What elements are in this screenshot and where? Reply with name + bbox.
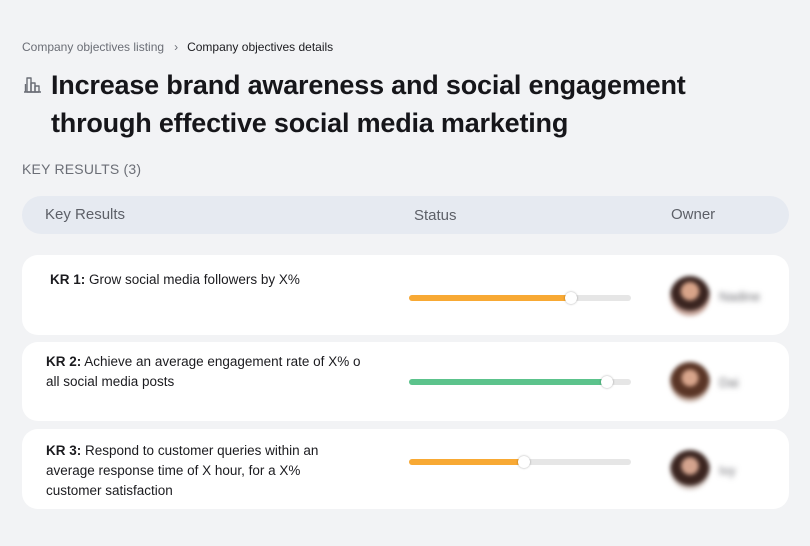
column-header-key-results: Key Results [45,206,126,223]
page-title: Increase brand awareness and social enga… [51,70,686,138]
owner-name: Ivy [719,463,736,478]
status-progress-bar [409,376,631,388]
key-result-label: KR 3: [46,443,82,458]
breadcrumb-link-objectives-listing[interactable]: Company objectives listing [22,40,165,54]
table-header: Key Results Status Owner [22,196,789,234]
progress-fill [409,379,607,385]
key-results-heading: KEY RESULTS (3) [22,161,142,177]
progress-fill [409,459,525,465]
progress-handle[interactable] [518,456,531,468]
owner-avatar [670,362,710,402]
owner-avatar [670,276,710,316]
key-result-description: KR 2: Achieve an average engagement rate… [46,352,376,392]
key-result-text: Achieve an average engagement rate of X%… [46,354,361,389]
column-header-owner: Owner [671,206,716,223]
key-result-row[interactable]: KR 2: Achieve an average engagement rate… [22,342,789,421]
key-result-row[interactable]: KR 3: Respond to customer queries within… [22,429,789,509]
key-result-text: Grow social media followers by X% [85,272,300,287]
key-result-row[interactable]: KR 1: Grow social media followers by X% … [22,255,789,335]
owner-avatar [670,450,710,490]
owner-name: Nadine [719,289,761,304]
key-result-description: KR 1: Grow social media followers by X% [50,270,380,290]
breadcrumb: Company objectives listing › Company obj… [22,40,333,54]
building-icon [24,77,41,93]
key-result-label: KR 2: [46,354,82,369]
status-progress-bar [409,292,631,304]
progress-fill [409,295,572,301]
key-result-description: KR 3: Respond to customer queries within… [46,441,346,501]
progress-handle[interactable] [600,376,613,388]
owner-name: Dai [719,375,739,390]
column-header-status: Status [414,207,457,224]
key-result-label: KR 1: [50,272,86,287]
key-result-text: Respond to customer queries within an av… [46,443,319,498]
status-progress-bar [409,456,631,468]
progress-handle[interactable] [565,292,578,304]
chevron-right-icon: › [174,40,179,54]
breadcrumb-current-page: Company objectives details [187,40,334,54]
title-row: Increase brand awareness and social enga… [22,66,751,142]
